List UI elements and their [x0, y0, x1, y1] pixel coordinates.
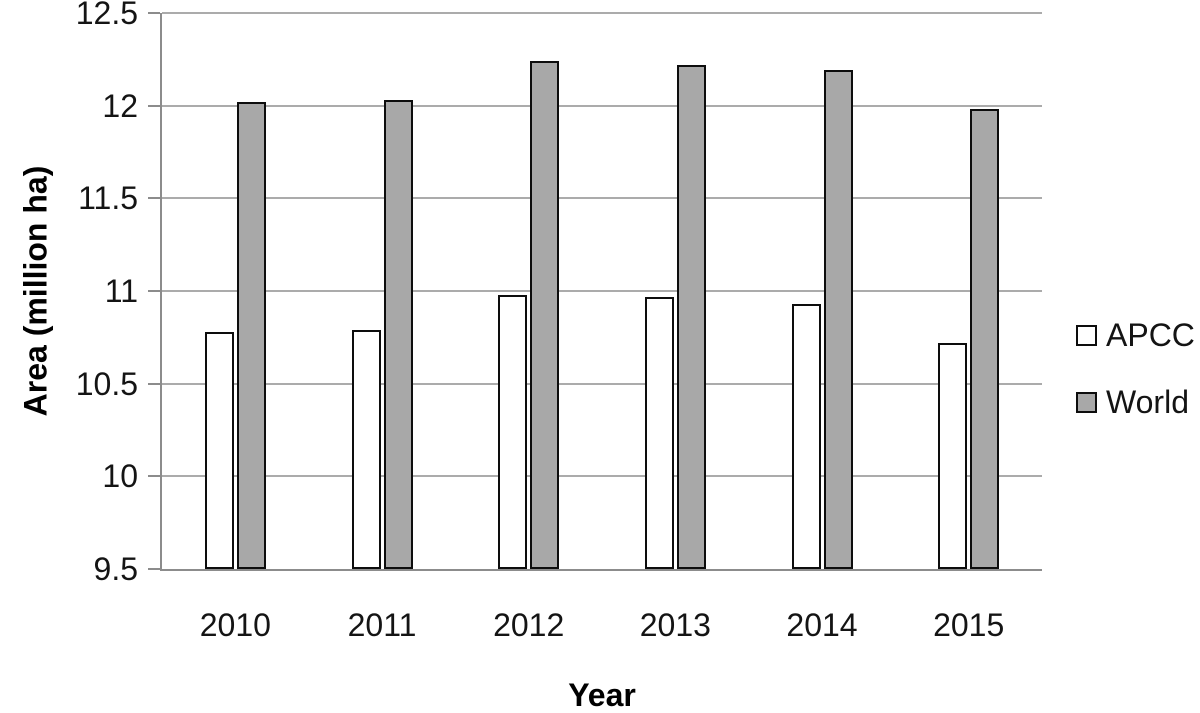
bar-apcc-2011 — [351, 329, 381, 569]
bar-world-2013 — [676, 64, 706, 569]
y-tick-mark — [148, 475, 160, 478]
y-tick-label: 12 — [102, 87, 138, 124]
y-tick-mark — [148, 197, 160, 200]
x-axis-title: Year — [568, 677, 636, 713]
bar-world-2015 — [970, 109, 1000, 569]
y-tick-label: 12.5 — [75, 0, 138, 31]
x-tick-label: 2013 — [639, 607, 711, 643]
bar-world-2014 — [823, 70, 853, 569]
y-tick-mark — [148, 12, 160, 14]
y-tick-label: 10 — [102, 458, 138, 495]
bar-apcc-2012 — [498, 294, 528, 569]
legend-label: World — [1106, 384, 1189, 420]
legend-item-apcc: APCC — [1076, 317, 1195, 353]
bar-apcc-2013 — [644, 296, 674, 569]
x-tick-label: 2014 — [786, 607, 858, 643]
bar-world-2010 — [236, 101, 266, 569]
x-tick-label: 2011 — [347, 607, 417, 643]
gridline — [162, 197, 1042, 200]
legend-item-world: World — [1076, 384, 1189, 420]
y-tick-mark — [148, 290, 160, 292]
y-tick-label: 10.5 — [75, 365, 138, 402]
y-tick-mark — [148, 104, 160, 107]
bar-world-2012 — [530, 61, 560, 569]
y-tick-label: 11 — [104, 273, 138, 309]
gridline — [162, 104, 1042, 107]
y-tick-mark — [148, 568, 160, 570]
plot-area — [160, 13, 1042, 571]
gridline — [162, 290, 1042, 292]
y-axis-title: Area (million ha) — [17, 165, 54, 417]
x-tick-label: 2012 — [493, 607, 565, 643]
x-tick-label: 2010 — [199, 607, 271, 643]
gridline — [162, 475, 1042, 478]
y-tick-label: 11.5 — [78, 180, 138, 217]
legend-swatch-world — [1076, 391, 1097, 413]
gridline — [162, 382, 1042, 385]
y-tick-mark — [148, 382, 160, 385]
bar-apcc-2010 — [204, 331, 234, 569]
bar-apcc-2014 — [791, 303, 821, 569]
y-tick-label: 9.5 — [93, 551, 138, 587]
x-tick-label: 2015 — [933, 607, 1005, 643]
bar-apcc-2015 — [938, 342, 968, 569]
legend-swatch-apcc — [1076, 324, 1097, 346]
legend-label: APCC — [1106, 317, 1195, 353]
bar-world-2011 — [383, 100, 413, 569]
gridline — [162, 12, 1042, 14]
